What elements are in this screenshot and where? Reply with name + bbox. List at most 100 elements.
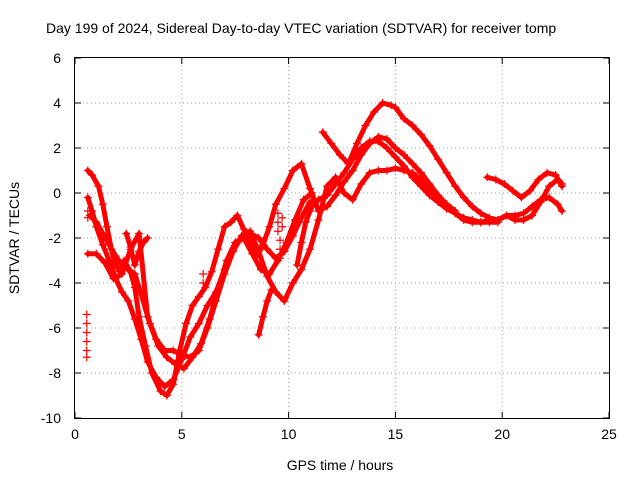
data-point (162, 391, 171, 400)
data-point (169, 346, 178, 355)
x-tick-labels: 0 5 10 15 20 25 (71, 426, 617, 442)
data-point (299, 195, 308, 204)
grid-lines (75, 58, 609, 418)
data-point (199, 279, 208, 287)
data-point (117, 261, 126, 269)
data-point (194, 319, 203, 328)
data-point (335, 150, 344, 159)
data-point (305, 245, 314, 254)
data-point (293, 261, 302, 269)
data-point (162, 353, 171, 362)
y-tick-label: 4 (53, 95, 61, 111)
y-tick-label: -6 (49, 320, 62, 336)
data-point (399, 114, 408, 123)
data-point (222, 256, 231, 265)
data-point (98, 200, 107, 209)
data-point (417, 168, 426, 177)
y-tick-label: -8 (49, 365, 62, 381)
data-point (117, 270, 126, 278)
data-point (361, 121, 370, 130)
data-point (199, 270, 208, 278)
data-point (201, 283, 210, 292)
data-point (365, 137, 374, 146)
series-trace (320, 100, 565, 223)
data-point (152, 373, 161, 382)
data-point (327, 139, 336, 148)
data-point (177, 351, 186, 359)
data-point (340, 189, 349, 197)
data-point (370, 108, 379, 116)
series-4 (85, 189, 317, 373)
data-point (273, 209, 282, 218)
data-point (265, 270, 274, 278)
data-point (340, 177, 349, 186)
data-point (82, 310, 91, 319)
series-7 (122, 229, 152, 269)
data-point (391, 164, 400, 173)
data-point (254, 234, 263, 242)
data-point (534, 175, 543, 184)
data-point (511, 216, 520, 224)
data-point (258, 312, 267, 321)
data-point (297, 265, 306, 274)
data-point (288, 166, 297, 175)
data-point (273, 227, 282, 236)
data-point (135, 247, 144, 256)
data-point (357, 144, 366, 152)
data-point (297, 159, 306, 168)
data-point (82, 346, 91, 355)
data-point (111, 252, 120, 260)
data-point (276, 245, 285, 254)
data-point (297, 213, 306, 222)
data-point (135, 229, 144, 238)
x-tick-label: 0 (71, 426, 79, 442)
data-point (434, 193, 443, 202)
data-point (348, 166, 357, 175)
data-point (528, 202, 537, 211)
data-point (387, 101, 396, 110)
data-point (98, 229, 107, 238)
x-tick-label: 10 (281, 426, 297, 442)
data-point (408, 121, 417, 130)
data-point (231, 238, 240, 247)
data-point (558, 207, 567, 215)
data-point (543, 168, 552, 177)
data-point (282, 238, 291, 247)
data-point (382, 135, 391, 143)
data-point (365, 168, 374, 177)
data-point (314, 216, 323, 224)
x-tick-label: 20 (494, 426, 510, 442)
data-point (203, 301, 212, 310)
data-point (214, 245, 223, 254)
data-point (483, 173, 492, 182)
data-point (137, 290, 146, 299)
x-axis-label: GPS time / hours (287, 457, 394, 473)
data-point (536, 198, 545, 206)
data-point (267, 285, 276, 294)
data-point (182, 319, 191, 328)
data-point (220, 222, 229, 231)
data-point (500, 180, 509, 188)
data-point (254, 247, 263, 256)
data-point (502, 211, 511, 220)
data-point (305, 207, 314, 215)
series-8 (254, 285, 276, 339)
y-tick-labels: -10 -8 -6 -4 -2 0 2 4 6 (41, 50, 61, 426)
data-point (417, 182, 426, 191)
data-point (451, 182, 460, 191)
data-point (124, 265, 133, 274)
data-point (451, 207, 460, 215)
data-point (276, 254, 285, 263)
y-tick-label: -10 (41, 410, 61, 426)
chart-title: Day 199 of 2024, Sidereal Day-to-day VTE… (46, 20, 556, 36)
data-point (83, 249, 92, 258)
y-tick-label: -4 (49, 275, 62, 291)
data-point (171, 360, 180, 368)
data-point (278, 213, 287, 222)
data-point (491, 175, 500, 184)
data-point (83, 193, 92, 202)
data-point (145, 319, 154, 328)
data-point (246, 227, 255, 236)
data-point (417, 130, 426, 139)
data-point (92, 249, 101, 258)
